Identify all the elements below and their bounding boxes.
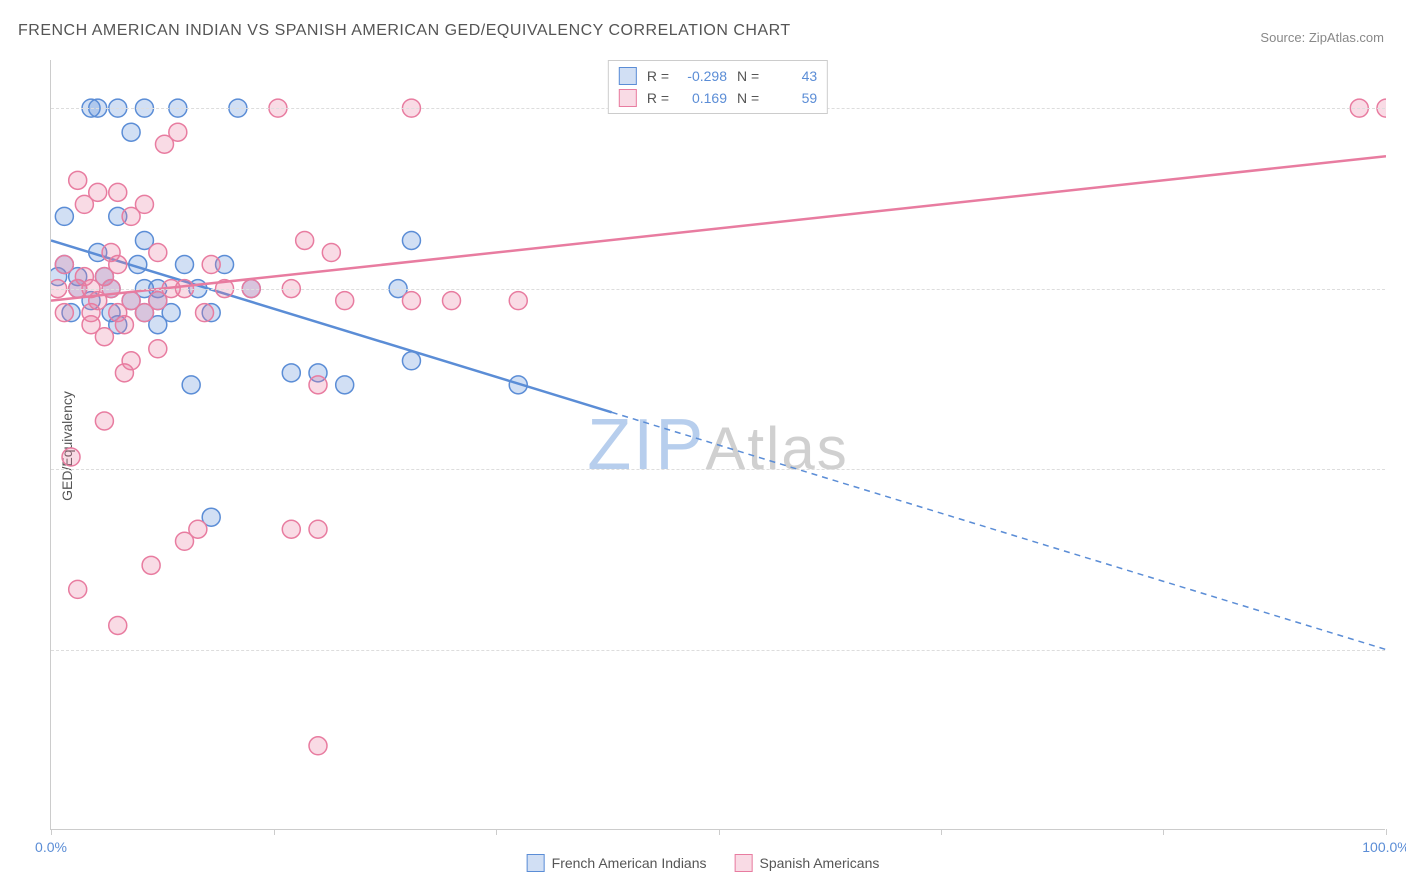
scatter-point: [196, 304, 214, 322]
scatter-point: [95, 412, 113, 430]
legend-swatch-0: [619, 67, 637, 85]
r-label: R =: [647, 90, 669, 106]
scatter-point: [322, 244, 340, 262]
legend-bottom: French American Indians Spanish American…: [527, 854, 880, 872]
scatter-point: [122, 123, 140, 141]
x-tick: [1163, 829, 1164, 835]
x-tick-label: 0.0%: [35, 839, 67, 855]
grid-line: [51, 469, 1385, 470]
regression-line-dashed: [612, 412, 1386, 649]
scatter-point: [282, 364, 300, 382]
scatter-point: [89, 183, 107, 201]
legend-bottom-item-1: Spanish Americans: [735, 854, 880, 872]
scatter-point: [309, 376, 327, 394]
scatter-point: [149, 244, 167, 262]
chart-title: FRENCH AMERICAN INDIAN VS SPANISH AMERIC…: [18, 22, 791, 40]
grid-line: [51, 650, 1385, 651]
scatter-point: [109, 256, 127, 274]
scatter-point: [182, 376, 200, 394]
scatter-point: [189, 520, 207, 538]
y-tick-label: 55.0%: [1395, 642, 1406, 658]
y-tick-label: 70.0%: [1395, 461, 1406, 477]
legend-bottom-item-0: French American Indians: [527, 854, 707, 872]
scatter-point: [135, 195, 153, 213]
scatter-point: [69, 580, 87, 598]
n-value-0: 43: [765, 68, 817, 84]
scatter-point: [109, 183, 127, 201]
legend-bottom-label-1: Spanish Americans: [760, 855, 880, 871]
scatter-point: [122, 352, 140, 370]
scatter-point: [402, 352, 420, 370]
regression-line-solid: [51, 240, 612, 412]
scatter-point: [296, 231, 314, 249]
scatter-point: [109, 616, 127, 634]
r-value-0: -0.298: [675, 68, 727, 84]
x-tick: [719, 829, 720, 835]
y-tick-label: 85.0%: [1395, 281, 1406, 297]
r-value-1: 0.169: [675, 90, 727, 106]
scatter-point: [169, 123, 187, 141]
scatter-point: [55, 304, 73, 322]
scatter-point: [55, 207, 73, 225]
x-tick: [51, 829, 52, 835]
scatter-point: [62, 448, 80, 466]
legend-stats-row-0: R = -0.298 N = 43: [619, 65, 817, 87]
x-tick: [1386, 829, 1387, 835]
scatter-point: [202, 256, 220, 274]
source-attribution: Source: ZipAtlas.com: [1260, 30, 1384, 45]
n-value-1: 59: [765, 90, 817, 106]
scatter-point: [309, 737, 327, 755]
regression-line-solid: [51, 156, 1386, 300]
x-tick-label: 100.0%: [1362, 839, 1406, 855]
scatter-point: [55, 256, 73, 274]
source-name: ZipAtlas.com: [1309, 30, 1384, 45]
scatter-point: [443, 292, 461, 310]
scatter-point: [509, 292, 527, 310]
x-tick: [941, 829, 942, 835]
legend-bottom-swatch-1: [735, 854, 753, 872]
legend-bottom-label-0: French American Indians: [552, 855, 707, 871]
scatter-point: [336, 376, 354, 394]
scatter-point: [115, 316, 133, 334]
scatter-plot-svg: [51, 60, 1386, 830]
n-label: N =: [737, 68, 759, 84]
scatter-point: [149, 340, 167, 358]
legend-stats-box: R = -0.298 N = 43 R = 0.169 N = 59: [608, 60, 828, 114]
y-tick-label: 100.0%: [1395, 100, 1406, 116]
scatter-point: [95, 328, 113, 346]
plot-area: R = -0.298 N = 43 R = 0.169 N = 59 ZIPAt…: [50, 60, 1385, 830]
scatter-point: [402, 231, 420, 249]
source-label: Source:: [1260, 30, 1305, 45]
scatter-point: [309, 520, 327, 538]
x-tick: [496, 829, 497, 835]
legend-swatch-1: [619, 89, 637, 107]
scatter-point: [176, 256, 194, 274]
n-label: N =: [737, 90, 759, 106]
scatter-point: [282, 520, 300, 538]
legend-bottom-swatch-0: [527, 854, 545, 872]
scatter-point: [69, 171, 87, 189]
scatter-point: [402, 292, 420, 310]
legend-stats-row-1: R = 0.169 N = 59: [619, 87, 817, 109]
r-label: R =: [647, 68, 669, 84]
grid-line: [51, 289, 1385, 290]
scatter-point: [142, 556, 160, 574]
x-tick: [274, 829, 275, 835]
scatter-point: [336, 292, 354, 310]
